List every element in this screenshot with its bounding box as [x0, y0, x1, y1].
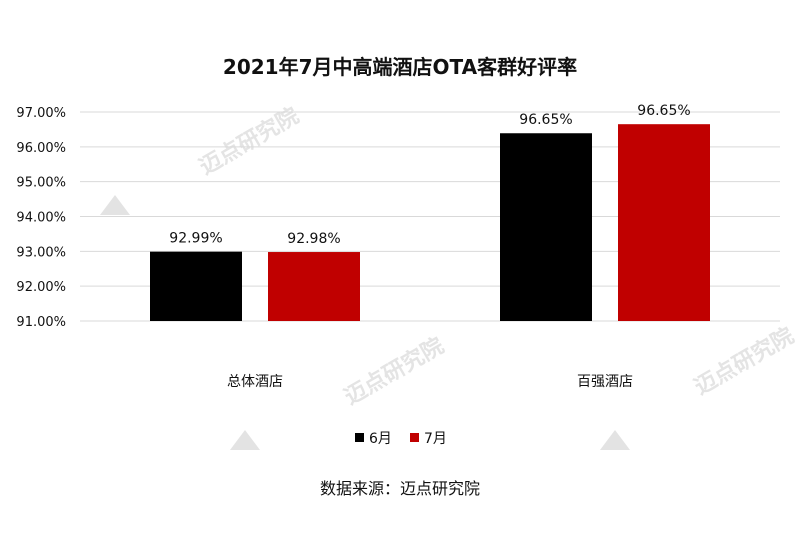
data-label: 96.65% — [637, 103, 690, 119]
bars — [150, 124, 710, 321]
watermark-text: 迈点研究院 — [340, 333, 448, 411]
x-category-label: 百强酒店 — [577, 374, 633, 390]
y-tick-label: 97.00% — [16, 106, 66, 121]
data-label: 92.99% — [169, 231, 222, 247]
bar — [618, 124, 710, 321]
watermark-text: 迈点研究院 — [195, 103, 303, 181]
legend-label-6: 6月 — [369, 431, 392, 447]
y-axis: 91.00% 92.00% 93.00% 94.00% 95.00% 96.00% 97.0… — [16, 106, 66, 330]
y-tick-label: 91.00% — [16, 315, 66, 330]
data-labels: 92.99% 92.98% 96.65% 96.65% — [169, 103, 690, 247]
watermark-text: 迈点研究院 — [690, 323, 798, 401]
legend: 6月 7月 — [355, 431, 447, 447]
legend-swatch-7 — [410, 433, 419, 442]
chart-title: 2021年7月中高端酒店OTA客群好评率 — [223, 55, 577, 79]
x-category-label: 总体酒店 — [227, 374, 283, 390]
y-tick-label: 93.00% — [16, 245, 66, 260]
data-label: 92.98% — [287, 231, 340, 247]
y-tick-label: 95.00% — [16, 176, 66, 191]
bar — [150, 251, 242, 321]
y-tick-label: 96.00% — [16, 141, 66, 156]
source-note: 数据来源：迈点研究院 — [320, 479, 480, 498]
bar — [268, 252, 360, 321]
legend-swatch-6 — [355, 433, 364, 442]
y-tick-label: 92.00% — [16, 280, 66, 295]
legend-label-7: 7月 — [424, 431, 447, 447]
y-tick-label: 94.00% — [16, 211, 66, 226]
data-label: 96.65% — [519, 112, 572, 128]
x-axis: 总体酒店 百强酒店 — [227, 374, 633, 390]
bar — [500, 133, 592, 321]
